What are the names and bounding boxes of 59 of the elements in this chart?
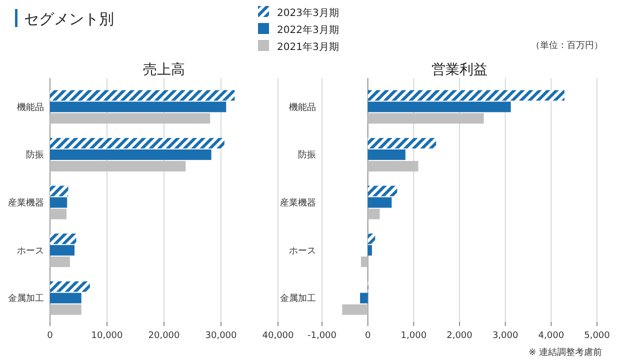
bar [368, 245, 372, 256]
bar [50, 234, 76, 244]
legend-label: 2022年3月期 [277, 24, 339, 36]
bar [50, 113, 210, 124]
bar [50, 292, 82, 304]
x-tick-label: -1,000 [307, 331, 337, 341]
bar [368, 234, 376, 244]
bar [368, 113, 484, 124]
y-tick-label: 機能品 [17, 102, 44, 113]
y-tick-label: 金属加工 [8, 293, 44, 304]
bar [50, 208, 67, 220]
bar [50, 138, 224, 148]
bar [368, 197, 392, 208]
x-tick-label: 3,000 [492, 331, 518, 341]
bar [50, 90, 235, 101]
chart-title: 営業利益 [432, 62, 488, 78]
y-tick-label: ホース [289, 246, 316, 256]
bar [368, 102, 511, 112]
chart-title: 売上高 [143, 62, 185, 78]
x-tick-label: 1,000 [400, 331, 427, 341]
x-tick-label: 40,000 [262, 331, 294, 341]
y-tick-label: 防振 [26, 150, 44, 161]
x-tick-label: 2,000 [446, 331, 473, 341]
y-tick-label: 産業機器 [280, 198, 316, 208]
bar [368, 138, 436, 148]
x-tick-label: 30,000 [205, 331, 238, 341]
text: （単位：百万円） [531, 40, 603, 51]
x-tick-label: 4,000 [538, 331, 564, 341]
bar [368, 149, 406, 160]
x-tick-label: 0 [47, 331, 54, 341]
bar [360, 256, 368, 268]
bar [368, 160, 418, 172]
legend-label: 2021年3月期 [277, 41, 339, 53]
bar [50, 281, 90, 292]
bar [50, 197, 68, 208]
bar [50, 102, 226, 112]
bar [50, 160, 186, 172]
text: セグメント別 [24, 10, 114, 28]
bar [368, 90, 564, 101]
y-tick-label: ホース [17, 246, 44, 256]
text: ※ 連結調整考慮前 [528, 347, 602, 358]
bar [368, 208, 380, 220]
text: 2023年3月期 [277, 7, 339, 19]
bar [50, 304, 82, 315]
bar [368, 186, 398, 196]
bar [50, 256, 70, 268]
x-tick-label: 0 [364, 331, 371, 341]
bar [342, 304, 368, 315]
y-tick-label: 機能品 [289, 102, 316, 113]
bar [50, 245, 75, 256]
x-tick-label: 10,000 [91, 331, 124, 341]
y-tick-label: 防振 [298, 150, 316, 161]
bar [50, 149, 212, 160]
y-tick-label: 産業機器 [8, 198, 44, 208]
bar [50, 186, 68, 196]
y-tick-label: 金属加工 [280, 293, 316, 304]
x-tick-label: 5,000 [584, 331, 610, 341]
x-tick-label: 20,000 [148, 331, 180, 341]
bar [360, 292, 368, 304]
